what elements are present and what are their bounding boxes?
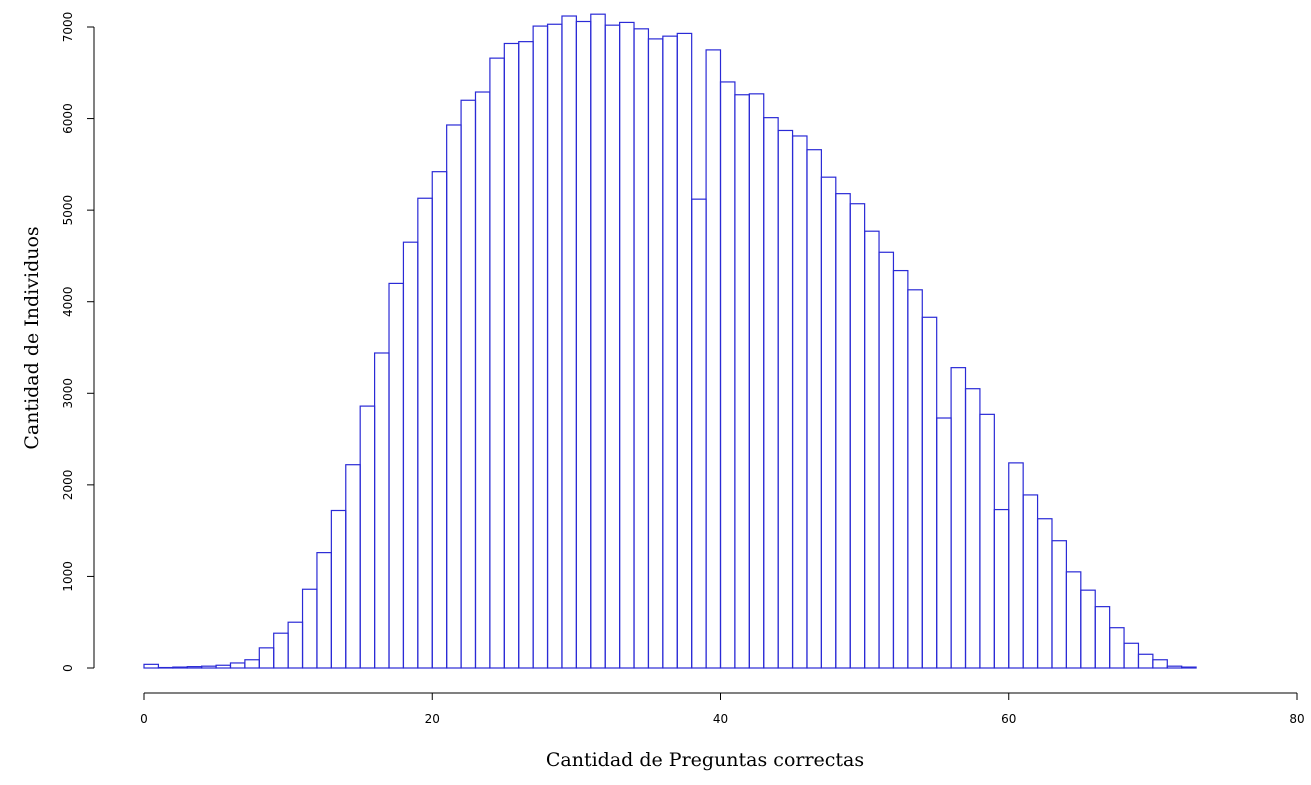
histogram-bar <box>1123 642 1140 669</box>
histogram-bar <box>345 464 361 669</box>
y-tick-label: 5000 <box>61 195 75 226</box>
histogram-bar <box>1181 666 1197 669</box>
histogram-bar <box>763 117 779 669</box>
histogram-bar <box>907 289 923 669</box>
y-tick-label: 4000 <box>61 286 75 317</box>
histogram-bar <box>964 388 981 669</box>
x-tick-label: 60 <box>1001 712 1016 726</box>
histogram-bar <box>705 49 722 669</box>
histogram-bar <box>460 99 477 669</box>
histogram-bar <box>936 417 952 669</box>
histogram-bar <box>143 663 160 669</box>
histogram-bar <box>374 352 390 669</box>
histogram-bar <box>186 666 203 669</box>
histogram-bar <box>777 129 794 669</box>
histogram-bar <box>806 149 822 669</box>
histogram-bar <box>849 203 866 669</box>
histogram-bar <box>748 93 765 669</box>
histogram-bar <box>647 38 664 669</box>
histogram-bar <box>791 135 808 669</box>
histogram-bar <box>258 647 275 669</box>
x-tick-label: 20 <box>425 712 440 726</box>
histogram-bar <box>633 28 650 669</box>
histogram-bar <box>1065 571 1082 669</box>
histogram-bar <box>172 666 188 669</box>
histogram-bar <box>575 20 592 669</box>
histogram-bar <box>359 405 376 669</box>
x-tick-label: 0 <box>140 712 148 726</box>
histogram-bar <box>1036 518 1053 669</box>
histogram-bar <box>1094 606 1111 669</box>
histogram-bar <box>864 230 880 669</box>
histogram-bar <box>662 35 678 669</box>
histogram-bar <box>1109 627 1125 669</box>
histogram-bar <box>719 81 736 669</box>
y-tick-label: 0 <box>61 664 75 672</box>
histogram-bar <box>950 367 967 669</box>
x-tick-label: 40 <box>713 712 728 726</box>
histogram-bar <box>734 94 750 669</box>
histogram-bar <box>287 621 304 669</box>
histogram-bar <box>1166 665 1183 669</box>
histogram-bar <box>1022 494 1039 669</box>
y-tick-label: 7000 <box>61 12 75 43</box>
histogram-bar <box>1051 540 1068 669</box>
y-tick-label: 1000 <box>61 561 75 592</box>
histogram-bar <box>215 664 232 669</box>
histogram-bar <box>244 659 260 669</box>
histogram-bar <box>431 171 448 669</box>
histogram-bar <box>820 176 837 669</box>
histogram-bar <box>201 665 217 669</box>
histogram-bar <box>921 316 938 669</box>
histogram-bar <box>417 197 433 669</box>
y-tick-label: 3000 <box>61 378 75 409</box>
y-tick-label: 6000 <box>61 103 75 134</box>
histogram-bar <box>979 413 995 669</box>
histogram-bar <box>561 15 577 669</box>
x-axis: 0 20 40 60 80 <box>140 692 1305 726</box>
histogram-bar <box>1008 462 1024 669</box>
histogram-bar <box>330 509 347 669</box>
histogram-bar <box>1080 589 1096 669</box>
histogram-bar <box>1137 653 1154 669</box>
histogram-bar <box>619 21 635 669</box>
x-axis-title: Cantidad de Preguntas correctas <box>546 749 864 771</box>
histogram-bar <box>388 282 405 669</box>
histogram-bar <box>518 41 534 669</box>
histogram-bar <box>590 13 606 669</box>
histogram-bar <box>1152 659 1168 669</box>
histogram-bar <box>301 588 318 669</box>
histogram-bar <box>892 269 909 669</box>
y-axis-title: Cantidad de Individuos <box>21 226 43 449</box>
x-tick-label: 80 <box>1289 712 1304 726</box>
histogram-bar <box>835 193 851 669</box>
histogram-bar <box>546 23 563 669</box>
histogram-bar <box>878 251 895 669</box>
histogram-bar <box>446 124 462 669</box>
histogram-bar <box>229 662 246 669</box>
histogram-bar <box>993 508 1010 669</box>
histogram-bar <box>474 91 491 669</box>
histogram-bar <box>691 198 707 669</box>
bars-group <box>143 13 1197 669</box>
histogram-bar <box>273 632 289 669</box>
histogram-bar <box>503 42 520 669</box>
histogram-bar <box>532 25 549 669</box>
histogram-bar <box>316 552 332 669</box>
histogram-bar <box>604 24 621 669</box>
histogram-bar <box>489 57 505 669</box>
histogram-bar <box>676 32 693 669</box>
y-axis: 0 1000 2000 3000 4000 5000 6000 7000 <box>61 12 95 672</box>
y-tick-label: 2000 <box>61 470 75 501</box>
histogram-bar <box>402 241 419 669</box>
